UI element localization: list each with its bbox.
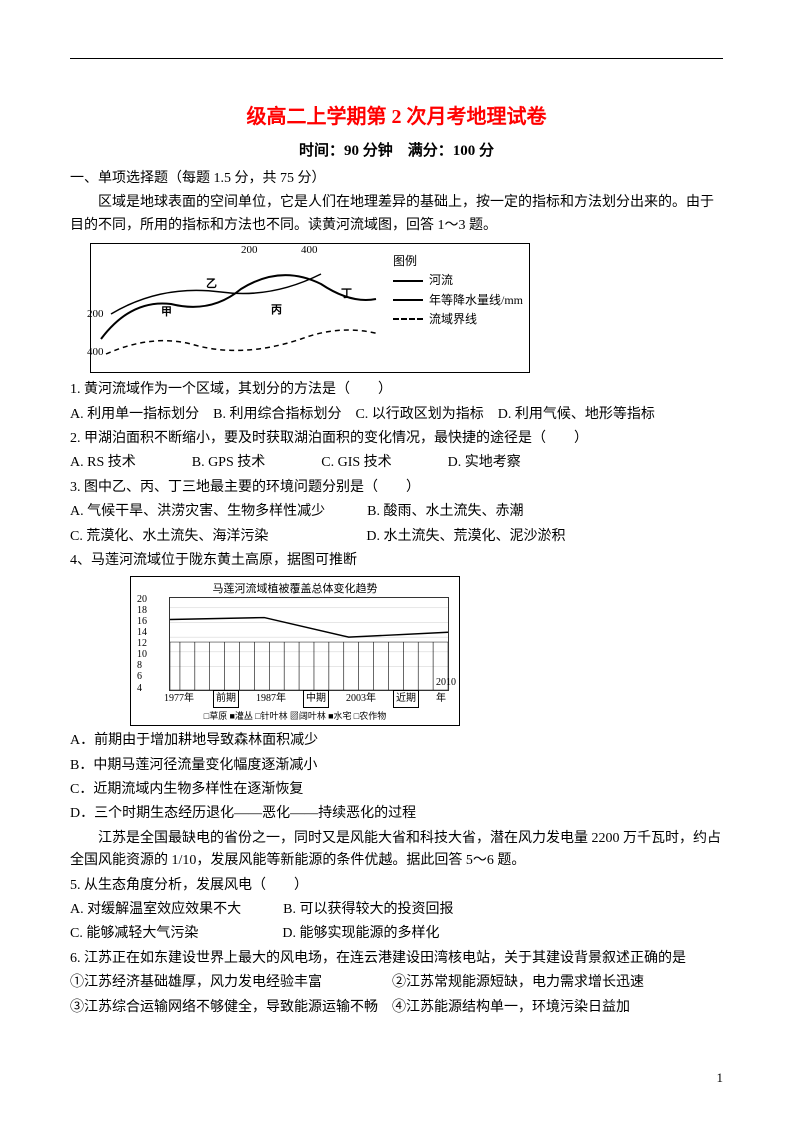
fig1-legend: 图例 河流 年等降水量线/mm 流域界线 xyxy=(393,252,523,329)
q4-stem: 4、马莲河流域位于陇东黄土高原，据图可推断 xyxy=(70,550,723,572)
chart-plot-area xyxy=(169,597,449,691)
q1-stem: 1. 黄河流域作为一个区域，其划分的方法是（ ） xyxy=(70,379,723,401)
xtick-3: 中期 xyxy=(303,690,329,708)
exam-subtitle: 时间：90 分钟 满分：100 分 xyxy=(70,139,723,160)
q1-opts: A. 利用单一指标划分 B. 利用综合指标划分 C. 以行政区划为指标 D. 利… xyxy=(70,404,723,426)
xtick-1: 前期 xyxy=(213,690,239,708)
figure-malianhe-chart: 马莲河流域植被覆盖总体变化趋势 4 6 xyxy=(130,576,460,726)
fig1-region-yi: 乙 xyxy=(206,276,217,294)
xtick-5: 近期 xyxy=(393,690,419,708)
fig1-map-svg xyxy=(91,244,391,372)
q6-line1: ①江苏经济基础雄厚，风力发电经验丰富 ②江苏常规能源短缺，电力需求增长迅速 xyxy=(70,972,723,994)
q5-stem: 5. 从生态角度分析，发展风电（ ） xyxy=(70,875,723,897)
legend-title: 图例 xyxy=(393,252,523,271)
figure-yellow-river: 200 400 200 400 甲 乙 丙 丁 图例 河流 年等降水量线/mm … xyxy=(90,243,530,373)
xtick-6: 2010年 xyxy=(436,675,456,707)
xtick-0: 1977年 xyxy=(164,691,194,707)
xtick-2: 1987年 xyxy=(256,691,286,707)
q4-c: C．近期流域内生物多样性在逐渐恢复 xyxy=(70,779,723,801)
exam-title: 级高二上学期第 2 次月考地理试卷 xyxy=(70,100,723,129)
q3-stem: 3. 图中乙、丙、丁三地最主要的环境问题分别是（ ） xyxy=(70,477,723,499)
intro-56: 江苏是全国最缺电的省份之一，同时又是风能大省和科技大省，潜在风力发电量 2200… xyxy=(70,828,723,873)
q6-stem: 6. 江苏正在如东建设世界上最大的风电场，在连云港建设田湾核电站，关于其建设背景… xyxy=(70,948,723,970)
legend-river: 河流 xyxy=(429,271,453,290)
legend-boundary: 流域界线 xyxy=(429,310,477,329)
fig1-region-bing: 丙 xyxy=(271,302,282,320)
q4-b: B．中期马莲河径流量变化幅度逐渐减小 xyxy=(70,755,723,777)
isoline-icon xyxy=(393,299,423,301)
q3-opts-a: A. 气候干旱、洪涝灾害、生物多样性减少 B. 酸雨、水土流失、赤潮 xyxy=(70,501,723,523)
fig1-region-ding: 丁 xyxy=(341,286,352,304)
legend-iso: 年等降水量线/mm xyxy=(429,291,523,310)
page-number: 1 xyxy=(717,1070,724,1086)
ytick-8: 20 xyxy=(137,592,147,608)
q2-stem: 2. 甲湖泊面积不断缩小，要及时获取湖泊面积的变化情况，最快捷的途径是（ ） xyxy=(70,428,723,450)
q6-line2: ③江苏综合运输网络不够健全，导致能源运输不畅 ④江苏能源结构单一，环境污染日益加 xyxy=(70,997,723,1019)
q5-opts-a: A. 对缓解温室效应效果不大 B. 可以获得较大的投资回报 xyxy=(70,899,723,921)
fig1-region-jia: 甲 xyxy=(161,304,172,322)
q2-opts: A. RS 技术 B. GPS 技术 C. GIS 技术 D. 实地考察 xyxy=(70,452,723,474)
q4-a: A．前期由于增加耕地导致森林面积减少 xyxy=(70,730,723,752)
q5-opts-b: C. 能够减轻大气污染 D. 能够实现能源的多样化 xyxy=(70,923,723,945)
boundary-line-icon xyxy=(393,318,423,320)
intro-text: 区域是地球表面的空间单位，它是人们在地理差异的基础上，按一定的指标和方法划分出来… xyxy=(70,192,723,237)
section-heading: 一、单项选择题（每题 1.5 分，共 75 分） xyxy=(70,168,723,190)
chart-title: 马莲河流域植被覆盖总体变化趋势 xyxy=(131,581,459,599)
q3-opts-b: C. 荒漠化、水土流失、海洋污染 D. 水土流失、荒漠化、泥沙淤积 xyxy=(70,526,723,548)
q4-d: D．三个时期生态经历退化——恶化——持续恶化的过程 xyxy=(70,803,723,825)
xtick-4: 2003年 xyxy=(346,691,376,707)
chart-legend: □草原 ■灌丛 □针叶林 ▨阔叶林 ■水宅 □农作物 xyxy=(131,709,459,723)
river-line-icon xyxy=(393,280,423,282)
top-rule xyxy=(70,58,723,59)
chart-svg xyxy=(170,598,448,690)
